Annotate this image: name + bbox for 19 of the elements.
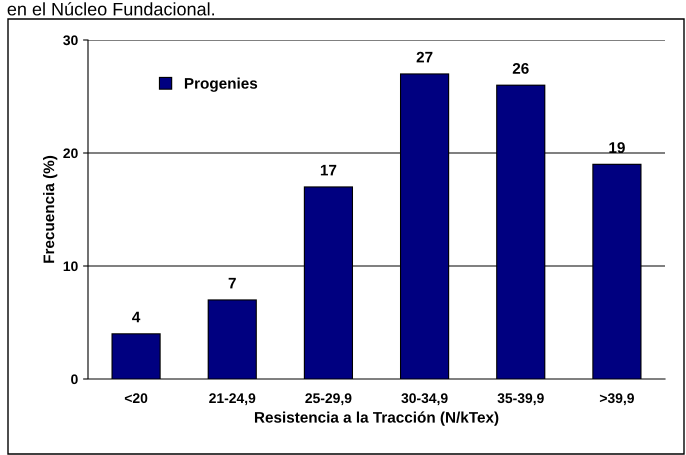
x-tick-label: >39,9	[600, 393, 634, 406]
legend-label: Progenies	[184, 78, 258, 92]
x-tick-label: 30-34,9	[401, 393, 448, 406]
y-axis-title: Frecuencia (%)	[43, 156, 58, 263]
data-label: 26	[512, 63, 529, 74]
data-label: 4	[132, 312, 140, 322]
x-tick-label: <20	[124, 393, 148, 404]
data-label: 27	[416, 52, 432, 62]
y-tick-label: 20	[63, 148, 78, 158]
y-tick-label: 0	[71, 374, 78, 384]
x-tick-label: 21-24,9	[209, 393, 256, 406]
x-tick-label: 25-29,9	[305, 393, 352, 406]
y-tick-label: 30	[63, 35, 78, 46]
data-label: 17	[320, 164, 336, 176]
y-tick-label: 10	[64, 261, 78, 272]
x-axis-title: Resistencia a la Tracción (N/kTex)	[254, 411, 498, 426]
text: en el Núcleo Fundacional.	[8, 2, 214, 16]
x-tick-label: 35-39,9	[498, 393, 544, 406]
data-label: 7	[228, 278, 236, 288]
